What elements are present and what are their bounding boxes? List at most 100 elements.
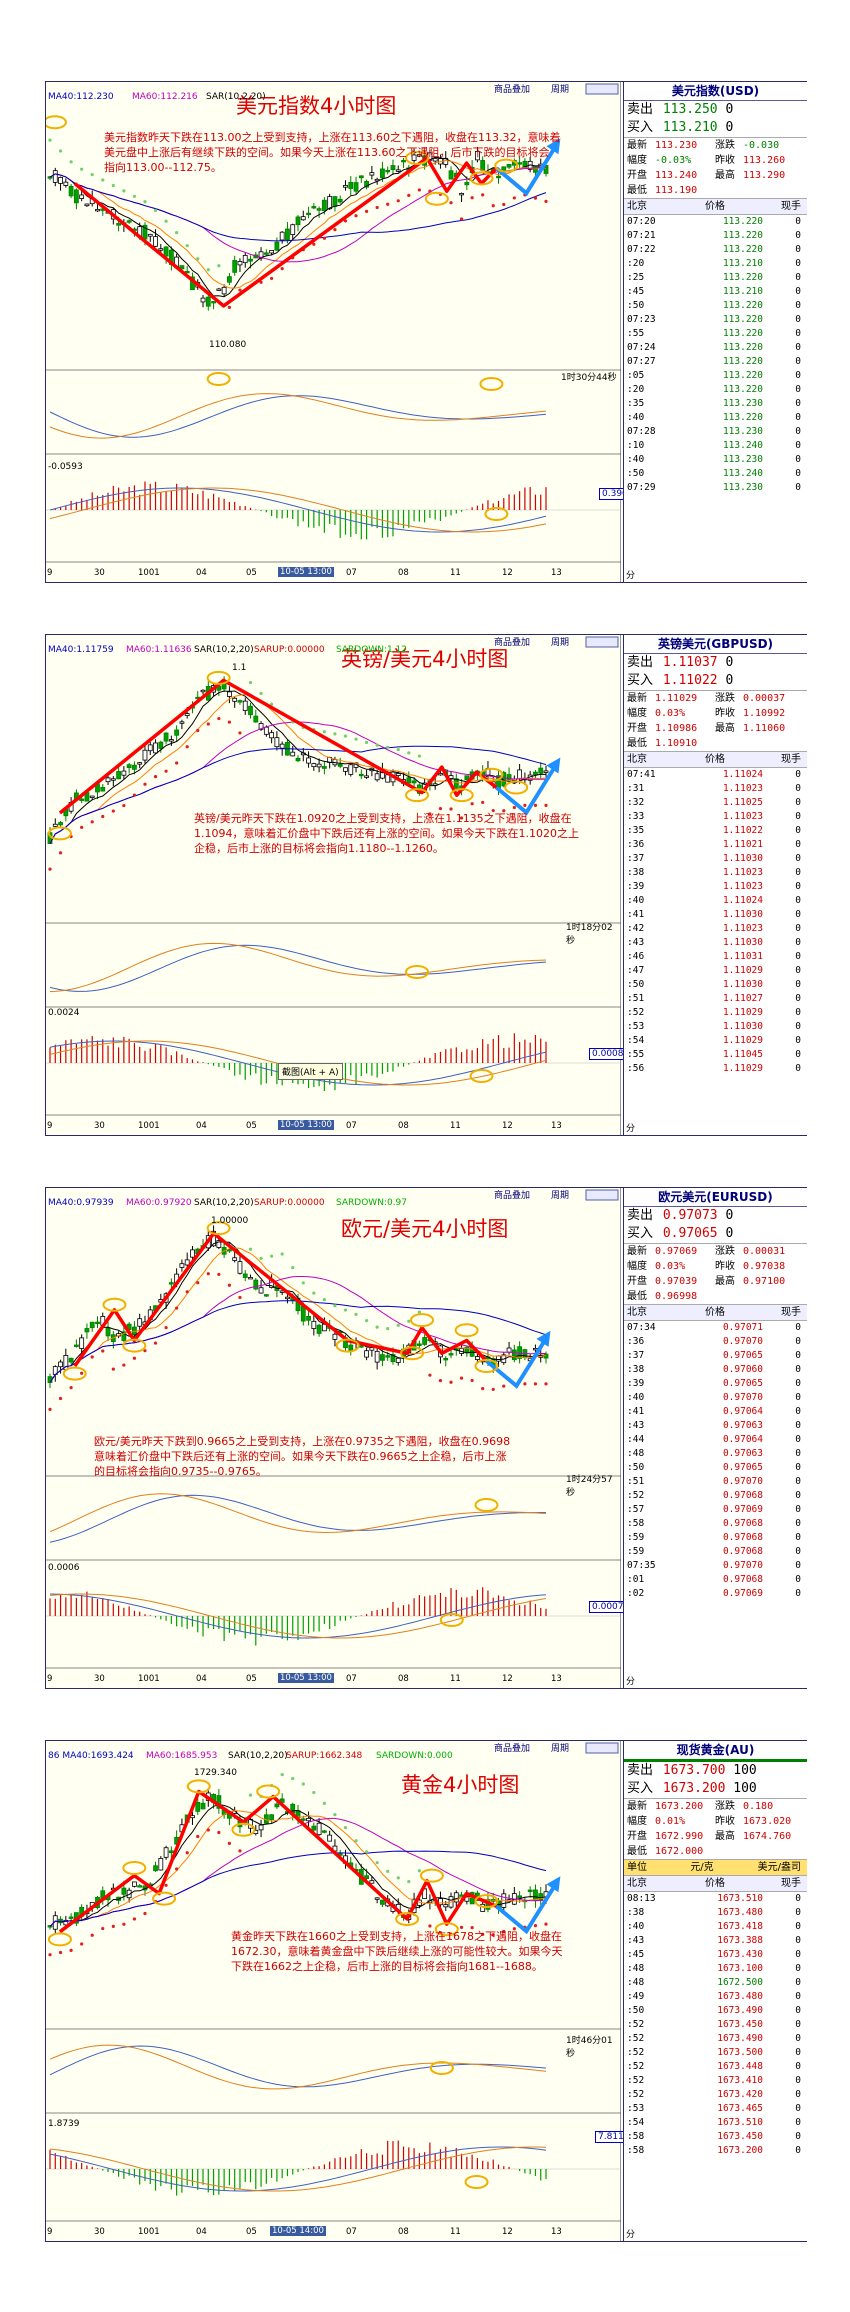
highlight-ring [186, 1779, 211, 1794]
tick-time: :10 [627, 440, 645, 451]
sar-dot [58, 851, 63, 855]
au-chart[interactable]: 黄金4小时图 86 MA40:1693.424 MA60:1685.953 SA… [46, 1741, 627, 2241]
merge-button[interactable]: 商品叠加 [494, 1744, 531, 1754]
tick-volume: 0 [795, 1336, 801, 1347]
peak-label: 1.00000 [211, 1216, 249, 1226]
chart-title: 美元指数4小时图 [236, 94, 397, 118]
tick-price: 113.220 [722, 412, 763, 423]
sar-dot [470, 802, 474, 806]
candle-body [306, 1316, 311, 1321]
sar-dot [69, 1948, 73, 1952]
tick-row: :50 113.240 0 [624, 467, 807, 481]
tick-list[interactable]: 07:34 0.97071 0:36 0.97070 0:37 0.97065 0:38 0.… [624, 1321, 807, 1601]
sar-dot [206, 1828, 210, 1832]
tick-list[interactable]: 07:20 113.220 0 07:21 113.220 0 07:22 113.220 0:… [624, 215, 807, 495]
sell-label: 卖出 [627, 655, 654, 670]
merge-button[interactable]: 商品叠加 [494, 85, 531, 95]
eur-chart[interactable]: 欧元/美元4小时图 MA40:0.97939 MA60:0.97920 SAR(… [46, 1188, 633, 1688]
tick-price: 113.210 [722, 286, 763, 297]
period-button[interactable]: 周期 [551, 1744, 570, 1754]
candle-body [163, 246, 169, 257]
tick-volume: 0 [795, 1049, 801, 1060]
sar-dot [175, 231, 179, 235]
tick-time: :41 [627, 909, 645, 920]
sar-dot [58, 1396, 63, 1401]
sar-dot [343, 734, 348, 738]
tick-price: 1.11029 [722, 1007, 763, 1018]
candle-body [110, 778, 116, 781]
tick-price: 1673.200 [717, 2145, 763, 2156]
trend-line [73, 1231, 488, 1368]
period-button[interactable]: 周期 [551, 1191, 570, 1201]
toolbar-icon [585, 83, 619, 95]
merge-button[interactable]: 商品叠加 [494, 1191, 531, 1201]
tick-time: 07:24 [627, 342, 656, 353]
tick-row: 07:27 113.220 0 [624, 355, 807, 369]
tick-price: 0.97064 [722, 1406, 763, 1417]
ma40-label: 86 MA40:1693.424 [48, 1751, 134, 1761]
tick-row: :10 113.240 0 [624, 439, 807, 453]
candle-body [79, 798, 85, 801]
au-chart-svg [46, 1741, 621, 2241]
tick-volume: 0 [795, 426, 801, 437]
merge-button[interactable]: 商品叠加 [494, 638, 531, 648]
tick-volume: 0 [795, 272, 801, 283]
stat-value: 1674.760 [743, 1831, 792, 1842]
x-label: 13 [551, 2227, 562, 2237]
tick-price: 0.97068 [722, 1518, 763, 1529]
tick-price: 1.11030 [722, 979, 763, 990]
x-label: 9 [47, 2227, 53, 2237]
sar-dot [544, 1922, 548, 1926]
stat-row: 最新 113.230 涨跌 -0.030 [624, 138, 807, 153]
moving-average-line [49, 690, 547, 844]
gbp-chart[interactable]: 英镑/美元4小时图 MA40:1.11759 MA60:1.11636 SAR(… [46, 635, 633, 1135]
tick-time: :43 [627, 1420, 645, 1431]
tick-list[interactable]: 08:13 1673.510 0:38 1673.480 0:40 1673.418 0:4… [624, 1892, 807, 2158]
candle-body [364, 775, 369, 778]
candle-body [216, 288, 222, 291]
tick-row: 07:21 113.220 0 [624, 229, 807, 243]
tick-volume: 0 [795, 1350, 801, 1361]
candle-body [126, 220, 132, 223]
stat-value: 0.97100 [743, 1276, 786, 1287]
sar-dot [122, 1363, 126, 1367]
tick-price: 1.11024 [722, 895, 763, 906]
sar-dot [185, 1290, 189, 1294]
tick-price: 1673.480 [717, 1991, 763, 2002]
x-label: 07 [346, 568, 357, 578]
sar-dot [533, 803, 538, 807]
period-button[interactable]: 周期 [551, 85, 570, 95]
x-label: 08 [398, 1674, 409, 1684]
sar-dot [132, 194, 137, 198]
tick-volume: 0 [795, 342, 801, 353]
stat-label: 幅度 [627, 155, 647, 166]
tick-time: :58 [627, 2131, 645, 2142]
tick-volume: 0 [795, 1322, 801, 1333]
usd-chart[interactable]: 美元指数4小时图 MA40:112.230 MA60:112.216 SAR(1… [46, 82, 631, 582]
candle-body [163, 732, 169, 742]
stat-value: 1.10992 [743, 708, 786, 719]
tick-price: 0.97071 [722, 1322, 763, 1333]
tick-volume: 0 [795, 1546, 801, 1557]
stat-label: 昨收 [715, 1261, 735, 1272]
candle-body [311, 1825, 317, 1831]
x-label: 04 [196, 1674, 207, 1684]
sar-label: SAR(10,2,20) [206, 92, 266, 102]
stat-row: 最低 0.96998 [624, 1289, 807, 1304]
candle-body [475, 151, 480, 161]
period-button[interactable]: 周期 [551, 638, 570, 648]
candle-body [517, 769, 523, 780]
tick-time: :57 [627, 1504, 645, 1515]
unit-header[interactable]: 单位 元/克 美元/盎司 [624, 1860, 807, 1876]
tick-volume: 0 [795, 314, 801, 325]
sar-dot [90, 1355, 94, 1359]
highlight-ring [405, 788, 430, 803]
chart-title: 黄金4小时图 [401, 1773, 520, 1797]
tick-list[interactable]: 07:41 1.11024 0:31 1.11023 0:32 1.11025 0:33 1.… [624, 768, 807, 1076]
moving-average-line [49, 173, 547, 242]
sar-dot [523, 803, 527, 807]
candle-body [184, 713, 190, 716]
sar-dot [80, 825, 84, 829]
tick-time: 08:13 [627, 1893, 656, 1904]
stat-label: 开盘 [627, 1276, 647, 1287]
